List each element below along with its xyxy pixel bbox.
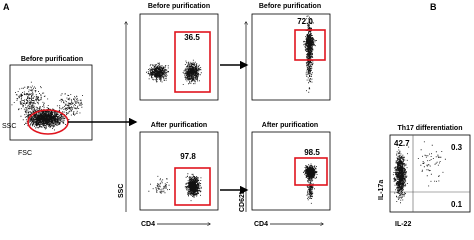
- plot-title: Before purification: [259, 3, 321, 10]
- gate: [294, 157, 328, 186]
- quadrant-value: 42.7: [394, 139, 410, 148]
- plot-title: After purification: [151, 122, 207, 129]
- axis-label: SSC: [2, 123, 16, 130]
- gate: [174, 167, 211, 206]
- plot-frame: [389, 134, 471, 213]
- figure: A B Before purification SSC FSC Before p…: [2, 2, 471, 228]
- axis-label: SSC: [118, 184, 125, 198]
- axis-label: IL-17a: [378, 180, 385, 200]
- panel-letter: B: [430, 2, 437, 12]
- plot-title: Before purification: [148, 3, 210, 10]
- axis-label: CD4: [254, 221, 268, 228]
- gate: [294, 29, 326, 61]
- gate: [174, 31, 211, 93]
- cell-events: [11, 15, 446, 204]
- plot-frame: [251, 131, 331, 211]
- axis-label: IL-22: [395, 221, 411, 228]
- gate-value: 72.0: [297, 17, 313, 26]
- axis-label: CD4: [141, 221, 155, 228]
- plot-title: After purification: [262, 122, 318, 129]
- plot-title: Before purification: [21, 56, 83, 63]
- panel-letter: A: [3, 2, 10, 12]
- gate-value: 36.5: [184, 33, 200, 42]
- plot-frame: [139, 13, 219, 101]
- plot-frame: [139, 131, 219, 211]
- gate-value: 97.8: [180, 152, 196, 161]
- axis-label: FSC: [18, 150, 32, 157]
- plot-title: Th17 differentiation: [398, 125, 463, 132]
- plot-frame: [251, 13, 331, 101]
- quadrant-value: 0.1: [451, 200, 463, 209]
- axis-label: CD62L: [239, 189, 246, 212]
- quadrant-value: 0.3: [451, 143, 463, 152]
- plot-frame: [9, 64, 93, 141]
- gate-value: 98.5: [304, 148, 320, 157]
